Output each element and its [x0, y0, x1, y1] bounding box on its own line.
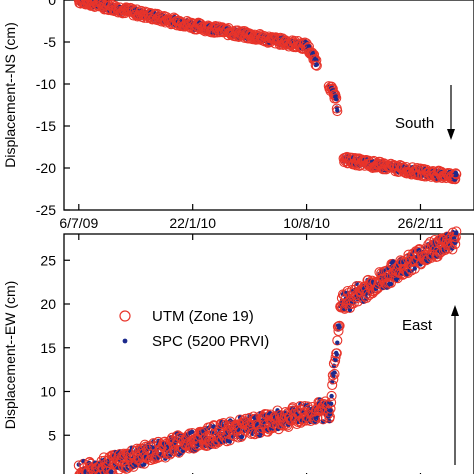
ns-utm-point: [331, 93, 342, 104]
x-tick-label: 10/8/10: [283, 215, 330, 231]
ns-y-tick-label: -10: [36, 76, 56, 92]
ew-ticks: 25 20 15 10 5 0: [40, 252, 70, 474]
ew-spc-point: [332, 370, 337, 375]
south-arrow-icon: [447, 85, 455, 140]
ew-y-tick-label: 5: [48, 427, 56, 443]
ns-utm-point: [332, 106, 343, 117]
ew-spc-point: [335, 340, 340, 345]
ns-spc-point: [314, 62, 319, 67]
ew-utm-point: [451, 226, 462, 237]
ew-spc-point: [337, 324, 342, 330]
ew-utm-point: [329, 368, 340, 379]
ew-utm-point: [334, 320, 345, 331]
ns-y-tick-label: -25: [36, 202, 56, 218]
ew-utm-point: [450, 239, 461, 250]
ew-spc-point: [328, 401, 334, 406]
ew-plot-frame: [63, 233, 474, 474]
ew-spc-point: [390, 259, 396, 264]
ns-utm-point: [311, 60, 322, 71]
ew-spc-point: [333, 357, 338, 362]
ew-utm-point: [323, 406, 334, 417]
ew-utm-point: [74, 469, 85, 474]
ew-y-tick-label: 20: [40, 296, 56, 312]
east-arrow-icon: [451, 305, 459, 465]
ns-y-tick-label: -5: [44, 34, 57, 50]
ew-utm-point: [385, 277, 396, 289]
ew-spc-point: [388, 281, 394, 287]
east-annotation: East: [402, 317, 433, 334]
ew-points: [73, 226, 462, 474]
ew-spc-point: [329, 393, 334, 399]
ew-y-tick-label: 10: [40, 384, 56, 400]
ew-spc-point: [412, 266, 417, 271]
ew-utm-point: [166, 447, 177, 458]
ew-utm-point: [105, 469, 116, 474]
ns-plot-frame: [63, 0, 474, 211]
ew-y-axis-label: Displacement--EW (cm): [2, 281, 18, 430]
ew-spc-point: [454, 230, 459, 235]
ns-y-tick-label: -20: [36, 160, 56, 176]
ew-utm-point: [326, 390, 337, 401]
ns-spc-point: [333, 93, 338, 99]
legend-utm-marker: [119, 310, 131, 322]
south-annotation: South: [395, 115, 434, 132]
ew-spc-point: [227, 439, 232, 444]
ns-spc-point: [454, 172, 459, 178]
legend: UTM (Zone 19) SPC (5200 PRVI): [119, 308, 269, 350]
ns-spc-point: [334, 97, 339, 102]
ew-spc-point: [334, 352, 339, 357]
ns-y-tick-label: 0: [48, 0, 56, 8]
ew-spc-point: [328, 408, 333, 413]
ew-utm-point: [330, 355, 341, 366]
ew-y-tick-label: 25: [40, 252, 56, 268]
ns-y-tick-label: -15: [36, 118, 56, 134]
ew-utm-point: [331, 348, 342, 359]
ew-spc-point: [109, 469, 114, 474]
ew-spc-point: [189, 429, 195, 434]
x-tick-label: 22/1/10: [169, 215, 216, 231]
ew-spc-point: [142, 462, 147, 467]
ew-utm-point: [332, 335, 343, 346]
ew-utm-point: [327, 370, 338, 381]
x-tick-label: 26/2/11: [398, 215, 444, 231]
ew-y-tick-label: 15: [40, 340, 56, 356]
ew-panel: 25 20 15 10 5 0 Displacement--EW (cm) East UT…: [2, 226, 474, 474]
ns-utm-point: [451, 169, 462, 180]
ew-y-tick-label: 0: [48, 471, 56, 474]
ew-utm-point: [318, 414, 329, 425]
ew-utm-point: [310, 414, 321, 425]
legend-spc-marker: [122, 338, 128, 344]
legend-utm-label: UTM (Zone 19): [152, 308, 254, 325]
ns-spc-point: [335, 108, 340, 113]
ns-y-axis-label: Displacement--NS (cm): [2, 22, 18, 167]
x-tick-label: 6/7/09: [59, 215, 98, 231]
legend-spc-label: SPC (5200 PRVI): [152, 333, 269, 350]
ns-ticks: 0 -5 -10 -15 -20 -256/7/09 22/1/10 10/8/10 26/2/…: [36, 0, 444, 474]
ns-points: [73, 0, 462, 185]
